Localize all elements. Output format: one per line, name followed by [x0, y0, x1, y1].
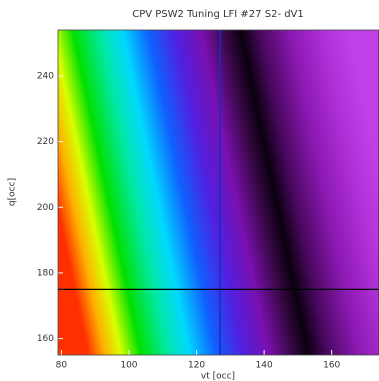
chart-title: CPV PSW2 Tuning LFI #27 S2- dV1 [132, 9, 304, 20]
x-tick-label: 80 [56, 361, 68, 371]
x-tick-label: 160 [323, 361, 340, 371]
y-tick-label: 180 [37, 268, 54, 278]
y-tick-label: 160 [37, 334, 54, 344]
x-axis-label: vt [occ] [201, 372, 235, 381]
x-tick-label: 120 [188, 361, 205, 371]
y-tick-label: 240 [37, 71, 54, 81]
x-tick-label: 140 [256, 361, 273, 371]
y-tick-label: 200 [37, 203, 54, 213]
y-axis-label: q[occ] [8, 178, 18, 206]
x-tick-label: 100 [120, 361, 137, 371]
y-tick-label: 220 [37, 137, 54, 147]
heatmap-field [58, 30, 379, 355]
